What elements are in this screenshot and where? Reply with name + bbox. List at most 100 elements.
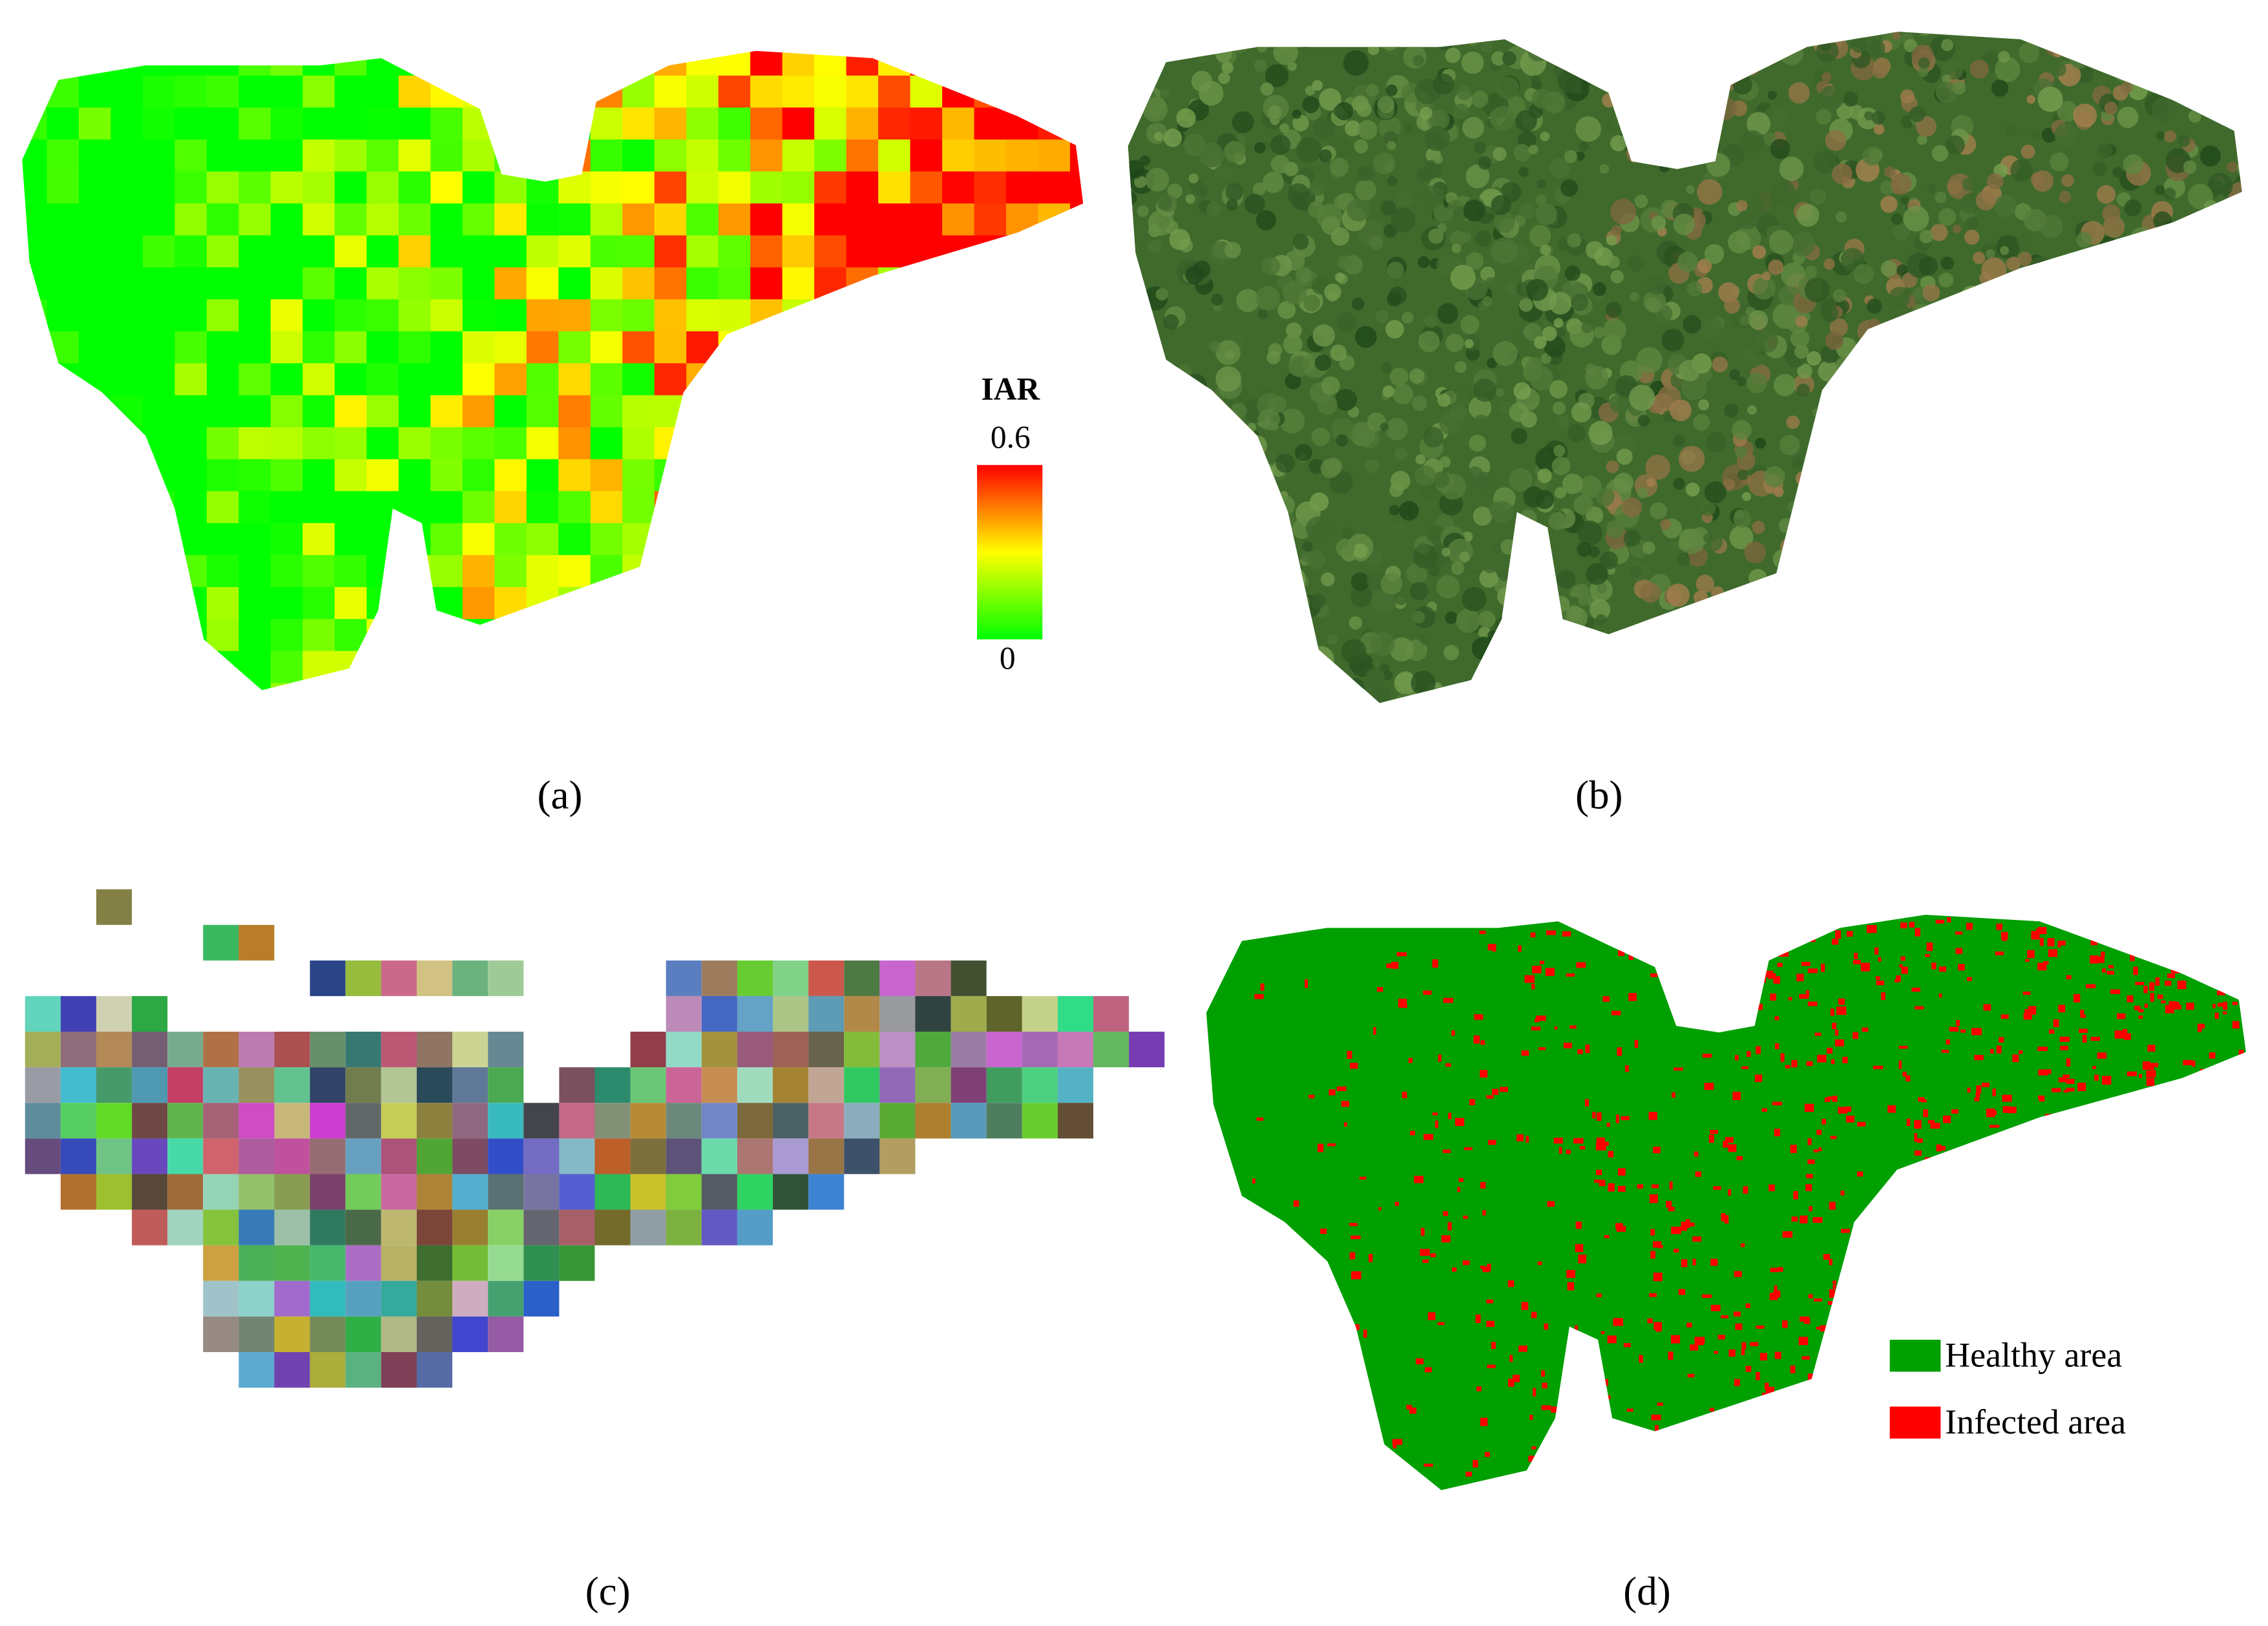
iar-cell [174,235,208,269]
canopy [2063,513,2075,526]
iar-cell [846,459,879,492]
canopy [1112,304,1122,313]
canopy [2106,499,2132,525]
infected-patch [2241,1058,2246,1067]
infected-patch [1687,1373,1695,1378]
iar-cell [590,50,624,77]
infected-patch [1656,1469,1666,1478]
iar-cell [654,267,688,300]
canopy [1710,586,1725,599]
infected-patch [1452,1267,1457,1272]
canopy [2242,506,2260,525]
canopy [1371,589,1397,614]
iar-cell [302,107,335,141]
canopy [1831,604,1847,620]
infected-patch [2198,944,2208,950]
iar-cell [174,587,208,620]
infected-patch [1993,1110,1997,1116]
canopy [1916,385,1939,408]
canopy [2099,368,2124,392]
canopy [1999,553,2015,570]
infected-patch [2084,1122,2088,1129]
infected-patch [1944,1202,1953,1209]
infected-patch [2086,984,2096,988]
infected-patch [2234,1218,2243,1223]
canopy [2152,476,2173,497]
canopy [1926,647,1948,670]
infected-patch [1443,997,1453,1003]
infected-patch [1293,1200,1299,1207]
canopy [1865,359,1880,373]
canopy [2229,449,2242,463]
spectral-pixel [773,995,809,1032]
iar-cell [398,587,432,620]
infected-patch [2097,1052,2107,1059]
infected-patch [1653,1241,1662,1248]
canopy [1313,117,1335,140]
infected-patch [1648,1112,1657,1120]
canopy [1221,534,1234,547]
canopy [1698,129,1717,148]
infected-patch [2094,1074,2099,1081]
canopy [2248,465,2258,475]
canopy [2005,124,2017,136]
canopy [1540,631,1560,651]
canopy [1908,614,1934,640]
canopy [1157,549,1166,559]
infected-patch [1806,1433,1811,1438]
infected-patch [2138,1271,2147,1276]
infected-patch [1907,1284,1918,1291]
canopy [2000,349,2024,373]
canopy [1567,233,1582,248]
iar-cell [654,331,688,364]
infected-patch [1807,1001,1818,1006]
canopy [2011,704,2021,713]
infected-patch [2077,1082,2086,1092]
infected-patch [1916,1138,1923,1143]
canopy [1784,560,1807,584]
canopy [1151,560,1165,573]
spectral-pixel [381,1209,417,1246]
canopy [1509,468,1533,492]
iar-cell [462,171,496,205]
iar-cell [526,267,560,300]
infected-patch [2114,1030,2125,1039]
canopy [1156,501,1174,519]
canopy [2099,481,2115,496]
infected-patch [1902,1188,1908,1193]
infected-patch [1476,1386,1482,1391]
canopy [2112,167,2123,178]
infected-patch [2065,1384,2075,1389]
canopy [1101,255,1124,278]
infected-patch [1923,1109,1929,1118]
canopy [1489,106,1515,131]
canopy [2037,630,2049,642]
infected-patch [1612,1010,1621,1016]
canopy [2212,506,2236,531]
canopy [2175,381,2196,402]
infected-patch [2243,1326,2246,1335]
spectral-pixel [773,1103,809,1139]
canopy [1137,612,1160,635]
infected-patch [1484,1452,1490,1457]
spectral-pixel [416,1352,453,1388]
iar-cell [270,203,304,236]
canopy [1137,205,1149,218]
canopy [1755,670,1781,696]
iar-cell [590,523,624,556]
spectral-pixel [950,995,987,1032]
canopy [1935,81,1958,103]
canopy [1305,709,1321,726]
canopy [2019,42,2040,63]
infected-patch [2193,1257,2203,1266]
infected-patch [1420,1227,1425,1236]
infected-patch [2239,926,2246,935]
infected-patch [2076,1117,2082,1124]
iar-cell [238,427,272,460]
iar-cell [910,619,943,652]
canopy [1183,433,1210,459]
canopy [1716,686,1732,702]
infected-patch [2161,1249,2167,1253]
infected-patch [2035,1262,2041,1271]
infected-patch [1339,1448,1343,1452]
